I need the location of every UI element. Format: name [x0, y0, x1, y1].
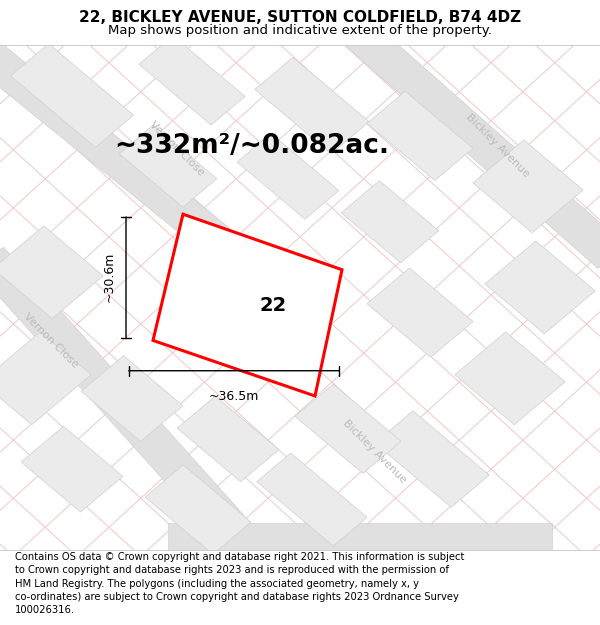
Text: ~30.6m: ~30.6m — [102, 252, 115, 302]
Polygon shape — [145, 465, 251, 554]
Polygon shape — [177, 396, 279, 482]
Text: Vernon Close: Vernon Close — [22, 311, 80, 369]
Polygon shape — [255, 58, 369, 154]
Polygon shape — [455, 332, 565, 425]
Polygon shape — [346, 24, 600, 268]
Polygon shape — [367, 268, 473, 358]
Text: Bickley Avenue: Bickley Avenue — [464, 112, 532, 179]
Polygon shape — [139, 36, 245, 125]
Text: Bickley Avenue: Bickley Avenue — [341, 418, 409, 485]
Polygon shape — [0, 43, 326, 329]
Text: Vernon Close: Vernon Close — [148, 119, 206, 178]
Polygon shape — [375, 411, 489, 508]
Text: ~36.5m: ~36.5m — [209, 390, 259, 403]
Polygon shape — [257, 453, 367, 546]
Polygon shape — [367, 91, 473, 181]
Polygon shape — [0, 332, 91, 425]
Text: 22: 22 — [259, 296, 287, 314]
Polygon shape — [0, 248, 244, 534]
Polygon shape — [119, 125, 217, 208]
Polygon shape — [168, 524, 552, 556]
Polygon shape — [153, 214, 342, 396]
Polygon shape — [21, 426, 123, 512]
Polygon shape — [81, 356, 183, 441]
Text: ~332m²/~0.082ac.: ~332m²/~0.082ac. — [115, 133, 389, 159]
Polygon shape — [295, 384, 401, 473]
Text: 22, BICKLEY AVENUE, SUTTON COLDFIELD, B74 4DZ: 22, BICKLEY AVENUE, SUTTON COLDFIELD, B7… — [79, 10, 521, 25]
Polygon shape — [0, 226, 103, 319]
Polygon shape — [473, 140, 583, 233]
Text: Contains OS data © Crown copyright and database right 2021. This information is : Contains OS data © Crown copyright and d… — [15, 552, 464, 615]
Polygon shape — [341, 181, 439, 263]
Polygon shape — [237, 134, 339, 219]
Polygon shape — [485, 241, 595, 334]
Text: Map shows position and indicative extent of the property.: Map shows position and indicative extent… — [108, 24, 492, 37]
Polygon shape — [10, 44, 134, 148]
